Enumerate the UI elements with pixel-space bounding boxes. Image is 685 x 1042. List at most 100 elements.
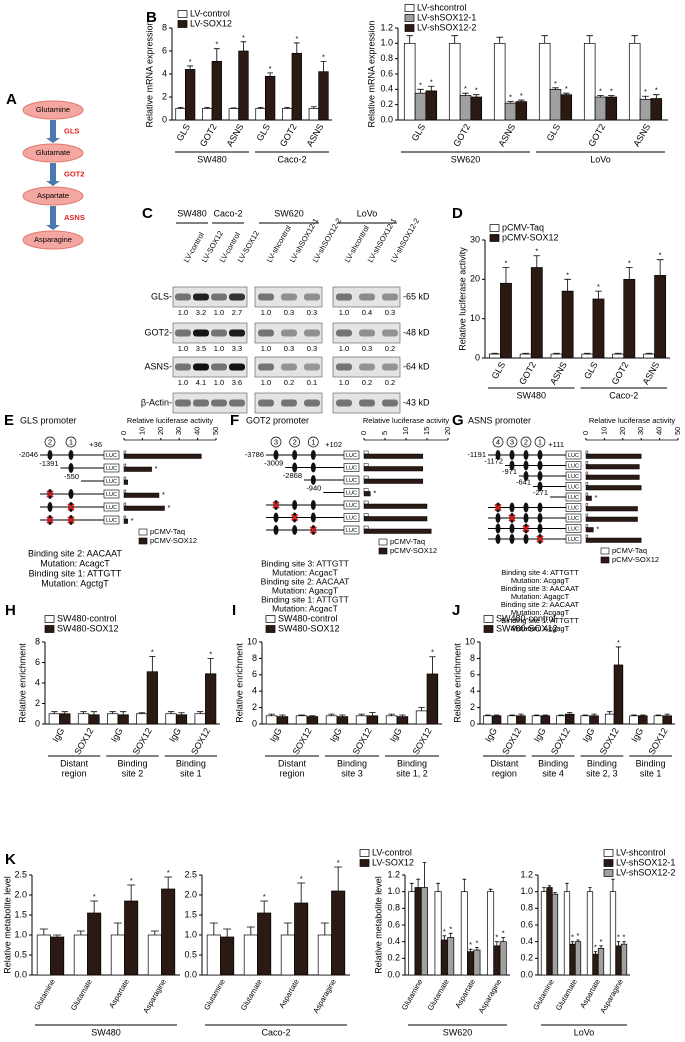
y-tick-label: 0.0 bbox=[14, 969, 27, 979]
band-quant: 3.2 bbox=[196, 308, 206, 317]
bar bbox=[123, 489, 127, 494]
group-label: site 1 bbox=[640, 768, 662, 778]
error-bar bbox=[547, 885, 552, 888]
band bbox=[281, 293, 297, 301]
x-tick-label: Asparagine bbox=[477, 977, 504, 1014]
band-quant: 1.0 bbox=[261, 308, 271, 317]
error-bar bbox=[429, 656, 436, 674]
band bbox=[193, 293, 209, 301]
bar bbox=[363, 463, 369, 467]
y-tick-label: 1.5 bbox=[184, 909, 197, 919]
band bbox=[193, 399, 209, 407]
bar bbox=[420, 887, 428, 976]
significance: * bbox=[475, 938, 478, 947]
band bbox=[304, 329, 320, 337]
arrow bbox=[46, 163, 60, 186]
y-tick-label: 8 bbox=[470, 653, 475, 663]
reporter-label: LUC bbox=[568, 463, 579, 469]
y-tick-label: 0.2 bbox=[387, 953, 400, 963]
x-tick-label: GOT2 bbox=[198, 122, 219, 148]
group-label: region bbox=[62, 768, 87, 778]
panel-letter: I bbox=[232, 602, 236, 619]
bar bbox=[473, 949, 481, 976]
reporter-box bbox=[565, 482, 582, 491]
y-axis-label: Relative enrichment bbox=[17, 643, 27, 723]
significance: * bbox=[443, 927, 446, 936]
blot-name: β-Actin- bbox=[141, 397, 172, 407]
binding-site bbox=[292, 500, 298, 510]
legend-swatch bbox=[265, 625, 276, 633]
note: Binding site 1: ATTGTT bbox=[501, 616, 579, 625]
band-quant: 0.3 bbox=[284, 344, 294, 353]
metabolite-label: Glutamine bbox=[36, 105, 70, 114]
y-tick-label: 10 bbox=[470, 313, 480, 323]
y-tick-label: 2 bbox=[470, 702, 475, 712]
site-number: 1 bbox=[311, 437, 315, 446]
blot-frame bbox=[332, 286, 401, 308]
error-bar bbox=[494, 941, 499, 946]
blot-frame bbox=[254, 286, 323, 308]
bar bbox=[220, 936, 235, 976]
band-quant: 3.5 bbox=[196, 344, 206, 353]
bar bbox=[355, 715, 368, 725]
construct-label: -3786 bbox=[245, 450, 264, 459]
reporter-box bbox=[103, 515, 120, 525]
bar bbox=[59, 713, 71, 725]
site-marker bbox=[492, 436, 504, 448]
y-tick-label: 0 bbox=[35, 718, 40, 728]
blot-name: ASNS- bbox=[144, 361, 172, 371]
bar bbox=[206, 934, 221, 976]
bar bbox=[586, 891, 594, 976]
band bbox=[359, 363, 375, 371]
bar bbox=[415, 710, 428, 725]
bar bbox=[643, 353, 655, 359]
error-bar bbox=[502, 267, 510, 284]
reporter-label: LUC bbox=[106, 479, 117, 485]
significance: * bbox=[595, 493, 598, 502]
site-marker bbox=[506, 436, 518, 448]
error-bar bbox=[462, 878, 467, 892]
y-axis-label: Relative metabolite level bbox=[373, 876, 383, 974]
group-label: site 1 bbox=[180, 768, 202, 778]
band bbox=[281, 329, 297, 337]
y-tick-label: 1.0 bbox=[380, 38, 393, 48]
error-bar bbox=[533, 714, 540, 716]
error-bar bbox=[567, 712, 573, 715]
bar bbox=[205, 673, 217, 725]
significance: * bbox=[295, 34, 298, 43]
reporter-box bbox=[103, 476, 120, 486]
tss-label: +111 bbox=[548, 440, 564, 449]
x-tick-label: Aspartate bbox=[277, 977, 301, 1009]
legend-label: LV-SOX12 bbox=[372, 857, 414, 867]
band-quant: 1.0 bbox=[339, 308, 349, 317]
bar bbox=[654, 275, 667, 359]
enzyme-label: GLS bbox=[64, 126, 79, 135]
y-tick-label: 2.0 bbox=[184, 889, 197, 899]
significance: * bbox=[475, 86, 478, 95]
y-tick-label: 1.0 bbox=[520, 886, 533, 896]
bar bbox=[585, 450, 589, 455]
reporter-label: LUC bbox=[568, 495, 579, 501]
x-tick-label: 30 bbox=[174, 427, 183, 435]
y-tick-label: 1.0 bbox=[14, 929, 27, 939]
panel-letter: G bbox=[452, 412, 464, 429]
error-bar bbox=[223, 928, 232, 937]
bar bbox=[530, 267, 543, 359]
bar bbox=[123, 463, 127, 468]
band-quant: 1.0 bbox=[214, 344, 224, 353]
bar bbox=[604, 713, 615, 725]
group-label: site 2 bbox=[122, 768, 144, 778]
error-bar bbox=[409, 882, 414, 892]
error-bar bbox=[584, 352, 591, 355]
bar bbox=[504, 102, 517, 121]
x-tick-label: IgG bbox=[629, 726, 645, 744]
significance: * bbox=[464, 84, 467, 93]
bar bbox=[123, 515, 127, 520]
arrow bbox=[46, 120, 60, 143]
bar bbox=[483, 715, 493, 725]
bar bbox=[585, 474, 640, 480]
legend-label: LV-shSOX12-1 bbox=[616, 857, 675, 867]
bar bbox=[569, 943, 576, 976]
error-bar bbox=[509, 714, 515, 716]
band bbox=[229, 399, 245, 407]
